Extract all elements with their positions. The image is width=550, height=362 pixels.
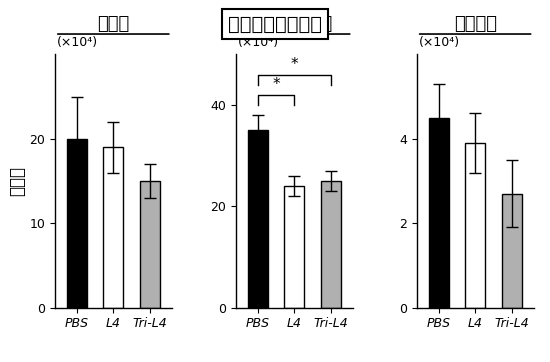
- Text: (×10⁴): (×10⁴): [238, 36, 279, 49]
- Text: *: *: [272, 77, 280, 92]
- Bar: [284, 186, 304, 308]
- Title: 好中球: 好中球: [97, 15, 129, 33]
- Text: (×10⁴): (×10⁴): [419, 36, 460, 49]
- Bar: [67, 139, 87, 308]
- Bar: [502, 194, 521, 308]
- Title: マクロファージ: マクロファージ: [257, 15, 332, 33]
- Bar: [140, 181, 160, 308]
- Bar: [428, 118, 449, 308]
- Text: (×10⁴): (×10⁴): [57, 36, 98, 49]
- Text: 肺に集まる白血球: 肺に集まる白血球: [228, 14, 322, 33]
- Title: リンパ球: リンパ球: [454, 15, 497, 33]
- Bar: [465, 143, 485, 308]
- Bar: [248, 130, 268, 308]
- Text: *: *: [290, 57, 298, 72]
- Bar: [321, 181, 341, 308]
- Y-axis label: 細胞数: 細胞数: [9, 166, 26, 196]
- Bar: [103, 147, 123, 308]
